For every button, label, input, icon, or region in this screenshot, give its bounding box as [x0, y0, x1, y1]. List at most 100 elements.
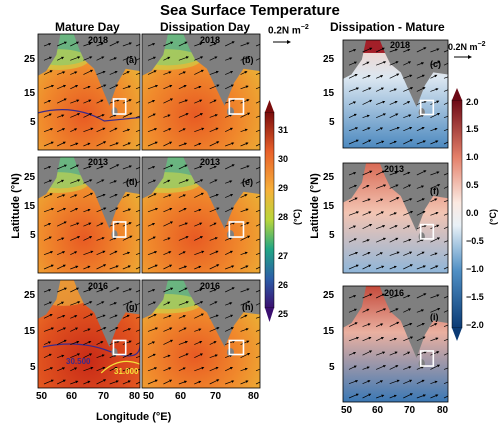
cb-diff-tick-m0.5: −0.5 [466, 236, 484, 246]
wind-vectors-i [348, 293, 448, 399]
ytick-d-5: 5 [30, 230, 36, 241]
xtick-g-50: 50 [36, 391, 48, 402]
map-panel-d [37, 156, 141, 274]
ylabel-right: Latitude (°N) [309, 173, 321, 239]
cb-sst-tick-29: 29 [278, 183, 289, 193]
wind-vectors-e [147, 164, 260, 270]
ytick-g-25: 25 [24, 290, 36, 301]
wind-vectors-a [43, 41, 140, 147]
wind-vectors-b [147, 41, 260, 147]
xtick-i-80: 80 [437, 405, 449, 416]
map-panel-a [37, 33, 141, 151]
ytick-c-25: 25 [323, 54, 335, 65]
xlabel-left: Longitude (°E) [96, 411, 172, 423]
ytick-g-5: 5 [30, 362, 36, 373]
wind-vectors-g [43, 287, 140, 385]
cb-diff-tick-0.0: 0.0 [466, 208, 479, 218]
panel-c-tag: (c) [430, 59, 441, 69]
column-title-difference: Dissipation - Mature [330, 20, 445, 34]
study-region-box-c [419, 99, 435, 116]
panel-h-year: 2016 [200, 281, 221, 291]
cb-sst-tick-25: 25 [278, 309, 289, 319]
panel-a-tag: (a) [126, 55, 137, 65]
ytick-f-5: 5 [329, 230, 335, 241]
map-panel-g [37, 279, 141, 389]
study-region-box-d [112, 221, 127, 238]
ytick-a-25: 25 [24, 54, 36, 65]
panel-b-tag: (b) [242, 55, 254, 65]
ytick-i-15: 15 [323, 326, 335, 337]
panel-b-year: 2018 [200, 35, 221, 45]
ytick-a-15: 15 [24, 88, 36, 99]
xtick-h-60: 60 [175, 391, 187, 402]
ytick-d-15: 15 [24, 201, 36, 212]
ytick-f-25: 25 [323, 172, 335, 183]
cb-diff-tick-2.0: 2.0 [466, 97, 479, 107]
ytick-d-25: 25 [24, 172, 36, 183]
column-title-dissipation: Dissipation Day [160, 20, 251, 34]
cb-diff-tick-m1.0: −1.0 [466, 264, 484, 274]
study-region-box-h [228, 339, 245, 356]
panel-g-tag: (g) [126, 302, 138, 312]
study-region-box-e [228, 221, 245, 238]
cb-diff-unit: (°C) [488, 208, 498, 226]
map-panel-e [141, 156, 261, 274]
ref-vector-label-right: 0.2N m−2 [448, 41, 486, 52]
map-panel-f [342, 162, 449, 274]
xtick-i-70: 70 [404, 405, 416, 416]
ytick-f-15: 15 [323, 201, 335, 212]
ref-vector-label: 0.2N m−2 [268, 24, 309, 37]
cb-sst-tick-26: 26 [278, 280, 289, 290]
panel-i-tag: (i) [430, 312, 439, 322]
cb-sst-tick-27: 27 [278, 251, 289, 261]
cb-diff-tick-1.0: 1.0 [466, 152, 479, 162]
map-panel-b [141, 33, 261, 151]
cb-sst-tick-31: 31 [278, 125, 289, 135]
contour-label-31000: 31.000 [114, 367, 139, 376]
panel-a-year: 2018 [88, 35, 109, 45]
xtick-h-70: 70 [210, 391, 222, 402]
ytick-c-15: 15 [323, 88, 335, 99]
colorbar-diff-cap-top [452, 88, 462, 100]
colorbar-sst-cap-top [265, 100, 274, 112]
ytick-i-5: 5 [329, 362, 335, 373]
column-title-mature: Mature Day [55, 20, 120, 34]
ytick-a-5: 5 [30, 117, 36, 128]
colorbar-sst-cap-bottom [265, 308, 274, 322]
xtick-h-80: 80 [248, 391, 260, 402]
xtick-i-60: 60 [372, 405, 384, 416]
ytick-c-5: 5 [329, 117, 335, 128]
panel-h-tag: (h) [242, 302, 254, 312]
xtick-g-60: 60 [66, 391, 78, 402]
xtick-g-70: 70 [98, 391, 110, 402]
xtick-i-50: 50 [341, 405, 353, 416]
cb-sst-unit: (°C) [292, 208, 302, 226]
wind-vectors-f [348, 170, 448, 270]
map-panel-h [141, 279, 261, 389]
xtick-h-50: 50 [143, 391, 155, 402]
map-panel-c [342, 39, 449, 149]
panel-e-tag: (e) [242, 177, 253, 187]
wind-vectors-d [43, 164, 140, 270]
cb-diff-tick-1.5: 1.5 [466, 124, 479, 134]
wind-vectors-h [147, 287, 260, 385]
cb-sst-tick-30: 30 [278, 154, 289, 164]
cb-diff-tick-0.5: 0.5 [466, 180, 479, 190]
panel-g-year: 2016 [88, 281, 109, 291]
cb-diff-tick-m2.0: −2.0 [466, 320, 484, 330]
panel-f-year: 2013 [384, 164, 405, 174]
study-region-box-b [228, 98, 245, 115]
colorbar-diff-cap-bottom [452, 328, 462, 341]
contour-label-30500: 30.500 [66, 357, 91, 366]
study-region-box-i [419, 350, 435, 367]
ytick-i-25: 25 [323, 290, 335, 301]
cb-diff-tick-m1.5: −1.5 [466, 292, 484, 302]
panel-i-year: 2016 [384, 288, 405, 298]
study-region-box-f [419, 223, 435, 240]
colorbar-diff [451, 99, 463, 329]
ytick-g-15: 15 [24, 326, 36, 337]
map-panel-i [342, 285, 449, 403]
panel-d-tag: (d) [126, 177, 138, 187]
cb-sst-tick-28: 28 [278, 212, 289, 222]
